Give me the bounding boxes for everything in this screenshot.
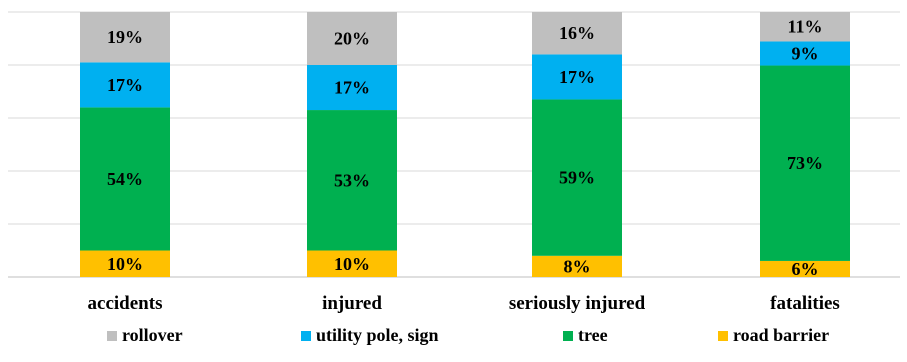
legend-label: tree	[578, 325, 608, 345]
data-label: 6%	[792, 259, 819, 279]
data-label: 17%	[559, 67, 595, 87]
bar-segment-utility-pole-sign	[307, 65, 397, 111]
data-label: 54%	[107, 169, 143, 189]
data-label: 11%	[787, 17, 822, 37]
bar-segment-rollover	[307, 12, 397, 65]
legend-item: rollover	[107, 325, 183, 346]
bar-segment-utility-pole-sign	[532, 54, 622, 100]
legend-label: utility pole, sign	[316, 325, 439, 345]
legend-label: road barrier	[733, 325, 830, 345]
data-label: 59%	[559, 168, 595, 188]
legend-item: road barrier	[718, 325, 829, 346]
data-label: 8%	[564, 256, 591, 276]
category-label: injured	[322, 293, 382, 314]
bar-segment-utility-pole-sign	[760, 41, 850, 66]
legend-swatch	[563, 330, 573, 341]
data-label: 17%	[334, 78, 370, 98]
bar-segment-rollover	[80, 12, 170, 63]
bar-segment-road-barrier	[532, 255, 622, 277]
bar-segment-tree	[532, 99, 622, 256]
legend-swatch	[107, 330, 117, 341]
data-label: 10%	[334, 254, 370, 274]
bar-segment-rollover	[532, 12, 622, 55]
data-label: 20%	[334, 29, 370, 49]
bar-segment-utility-pole-sign	[80, 62, 170, 108]
legend-swatch	[718, 330, 728, 341]
category-label: accidents	[88, 293, 163, 314]
category-label: fatalities	[770, 293, 840, 314]
bar-segment-tree	[760, 65, 850, 261]
legend-item: utility pole, sign	[301, 325, 439, 346]
data-label: 10%	[107, 254, 143, 274]
data-label: 53%	[334, 170, 370, 190]
bar-segment-road-barrier	[307, 250, 397, 277]
bar-segment-rollover	[760, 12, 850, 42]
legend-label: rollover	[122, 325, 183, 345]
data-label: 9%	[792, 43, 819, 63]
data-label: 17%	[107, 75, 143, 95]
bar-segment-road-barrier	[760, 260, 850, 277]
legend-swatch	[301, 330, 311, 341]
category-label: seriously injured	[509, 293, 646, 314]
data-label: 73%	[787, 153, 823, 173]
bar-segment-road-barrier	[80, 250, 170, 277]
data-label: 19%	[107, 27, 143, 47]
legend-item: tree	[563, 325, 608, 346]
bar-segment-tree	[80, 107, 170, 251]
bar-segment-tree	[307, 110, 397, 251]
legend: rollover utility pole, sign tree road barri…	[0, 325, 907, 355]
data-label: 16%	[559, 23, 595, 43]
